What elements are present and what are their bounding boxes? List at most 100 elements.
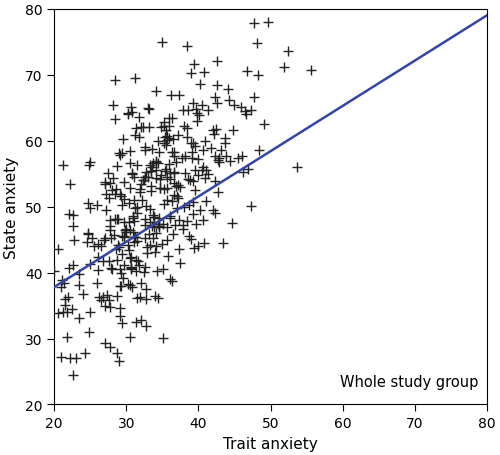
Point <box>118 233 126 240</box>
Point <box>114 163 122 171</box>
Point <box>213 82 221 89</box>
Point <box>141 174 149 181</box>
Point <box>148 223 156 230</box>
Point <box>242 111 250 118</box>
Point <box>170 170 178 177</box>
Point <box>126 254 134 262</box>
Point <box>192 118 200 126</box>
Point <box>130 174 138 181</box>
Point <box>148 146 156 153</box>
Point <box>54 246 62 253</box>
Point <box>90 243 98 250</box>
Point <box>175 92 183 100</box>
Point <box>152 167 160 174</box>
Point <box>84 230 92 237</box>
Point <box>165 135 173 142</box>
Point <box>207 145 215 152</box>
Point <box>120 274 128 282</box>
Point <box>199 147 207 154</box>
Point <box>140 269 148 276</box>
Point <box>160 187 168 194</box>
Point <box>108 235 116 243</box>
Point <box>112 246 120 253</box>
Point <box>146 106 154 113</box>
X-axis label: Trait anxiety: Trait anxiety <box>223 436 318 451</box>
Point <box>68 212 76 219</box>
Point <box>115 244 123 251</box>
Point <box>131 76 139 83</box>
Point <box>61 301 69 308</box>
Point <box>69 372 77 379</box>
Point <box>164 134 172 141</box>
Point <box>116 191 124 198</box>
Point <box>106 264 114 272</box>
Point <box>174 195 182 202</box>
Point <box>130 213 138 220</box>
Point <box>101 303 109 310</box>
Point <box>132 257 140 264</box>
Point <box>134 257 141 264</box>
Point <box>230 102 238 110</box>
Point <box>59 308 67 316</box>
Point <box>120 234 128 241</box>
Point <box>228 220 236 228</box>
Point <box>128 172 136 179</box>
Point <box>97 297 105 304</box>
Point <box>66 354 74 361</box>
Point <box>58 162 66 170</box>
Point <box>179 222 187 229</box>
Point <box>136 186 144 193</box>
Point <box>116 283 124 290</box>
Point <box>81 349 89 357</box>
Point <box>194 110 202 117</box>
Point <box>190 143 198 150</box>
Point <box>138 124 145 131</box>
Point <box>142 216 150 223</box>
Point <box>173 205 181 212</box>
Point <box>84 200 92 207</box>
Point <box>150 224 158 232</box>
Point <box>180 170 188 177</box>
Point <box>185 233 193 240</box>
Point <box>152 175 160 182</box>
Point <box>143 250 151 258</box>
Point <box>65 211 73 218</box>
Point <box>131 205 139 212</box>
Point <box>86 159 94 167</box>
Point <box>168 231 176 238</box>
Point <box>128 109 136 116</box>
Point <box>106 222 114 230</box>
Point <box>156 176 164 183</box>
Point <box>174 246 182 253</box>
Point <box>111 77 119 85</box>
Point <box>200 175 208 182</box>
Point <box>156 215 164 222</box>
Point <box>189 100 197 107</box>
Point <box>127 105 135 112</box>
Point <box>200 70 208 77</box>
Point <box>188 155 196 162</box>
Point <box>158 39 166 46</box>
Point <box>165 161 173 168</box>
Point <box>180 123 188 130</box>
Point <box>204 171 212 178</box>
Point <box>99 258 107 265</box>
Point <box>147 182 155 190</box>
Point <box>164 124 172 131</box>
Point <box>210 131 218 139</box>
Point <box>86 329 94 336</box>
Point <box>243 69 251 76</box>
Point <box>182 125 190 132</box>
Point <box>142 285 150 293</box>
Point <box>118 319 126 327</box>
Point <box>163 224 171 232</box>
Point <box>118 150 126 157</box>
Point <box>84 231 92 238</box>
Point <box>170 180 178 187</box>
Point <box>150 214 158 222</box>
Point <box>94 267 102 274</box>
Point <box>151 293 159 300</box>
Point <box>152 88 160 96</box>
Point <box>101 179 109 186</box>
Point <box>122 227 130 234</box>
